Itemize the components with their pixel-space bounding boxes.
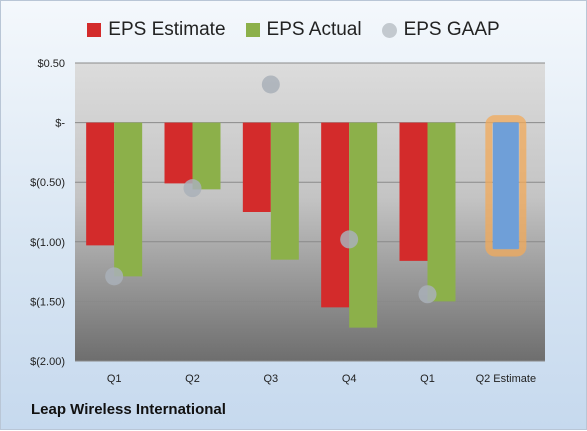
chart-legend: EPS Estimate EPS Actual EPS GAAP — [1, 15, 586, 45]
y-tick-label: $(1.00) — [30, 237, 65, 249]
bar-eps-estimate — [86, 122, 115, 246]
legend-swatch-eps-estimate — [87, 23, 102, 37]
estimate-highlight — [485, 115, 527, 257]
bars — [86, 115, 527, 328]
y-tick-label: $- — [55, 118, 65, 130]
legend-item-eps-estimate: EPS Estimate — [87, 19, 226, 41]
y-tick-label: $(0.50) — [30, 177, 65, 189]
legend-swatch-eps-gaap — [381, 22, 397, 38]
bar-eps-estimate — [242, 122, 271, 212]
legend-item-eps-gaap: EPS GAAP — [381, 19, 500, 41]
x-tick-label: Q3 — [263, 373, 278, 385]
bar-eps-actual — [114, 122, 143, 277]
bar-eps-actual — [427, 122, 456, 302]
marker-eps-gaap — [105, 267, 124, 286]
y-tick-label: $(2.00) — [30, 356, 65, 368]
legend-label-eps-actual: EPS Actual — [266, 19, 362, 40]
bar-eps-estimate — [164, 122, 193, 184]
x-tick-label: Q2 Estimate — [476, 373, 537, 385]
y-tick-label: $0.50 — [37, 58, 65, 70]
x-tick-label: Q1 — [107, 373, 122, 385]
bar-eps-actual — [192, 122, 221, 190]
marker-eps-gaap — [183, 179, 202, 198]
marker-eps-gaap — [418, 285, 437, 304]
x-tick-label: Q1 — [420, 373, 435, 385]
bar-eps-actual — [270, 122, 299, 260]
y-axis-ticks: $0.50 $- $(0.50) $(1.00) $(1.50) $(2.00) — [30, 58, 65, 368]
bar-eps-estimate — [321, 122, 350, 308]
x-tick-label: Q4 — [342, 373, 357, 385]
bar-eps-actual — [349, 122, 378, 328]
bar-q2-estimate — [492, 122, 519, 249]
marker-eps-gaap — [340, 230, 359, 249]
legend-label-eps-gaap: EPS GAAP — [403, 19, 500, 40]
grid-lines — [75, 62, 545, 362]
legend-item-eps-actual: EPS Actual — [245, 19, 362, 41]
company-name: Leap Wireless International — [31, 401, 226, 418]
plot-area — [75, 63, 545, 361]
legend-swatch-eps-actual — [245, 23, 260, 37]
legend-label-eps-estimate: EPS Estimate — [108, 19, 226, 40]
gaap-markers — [105, 75, 437, 304]
bar-eps-estimate — [399, 122, 428, 261]
marker-eps-gaap — [261, 75, 280, 94]
y-tick-label: $(1.50) — [30, 296, 65, 308]
x-axis-ticks: Q1 Q2 Q3 Q4 Q1 Q2 Estimate — [107, 373, 536, 385]
x-tick-label: Q2 — [185, 373, 200, 385]
